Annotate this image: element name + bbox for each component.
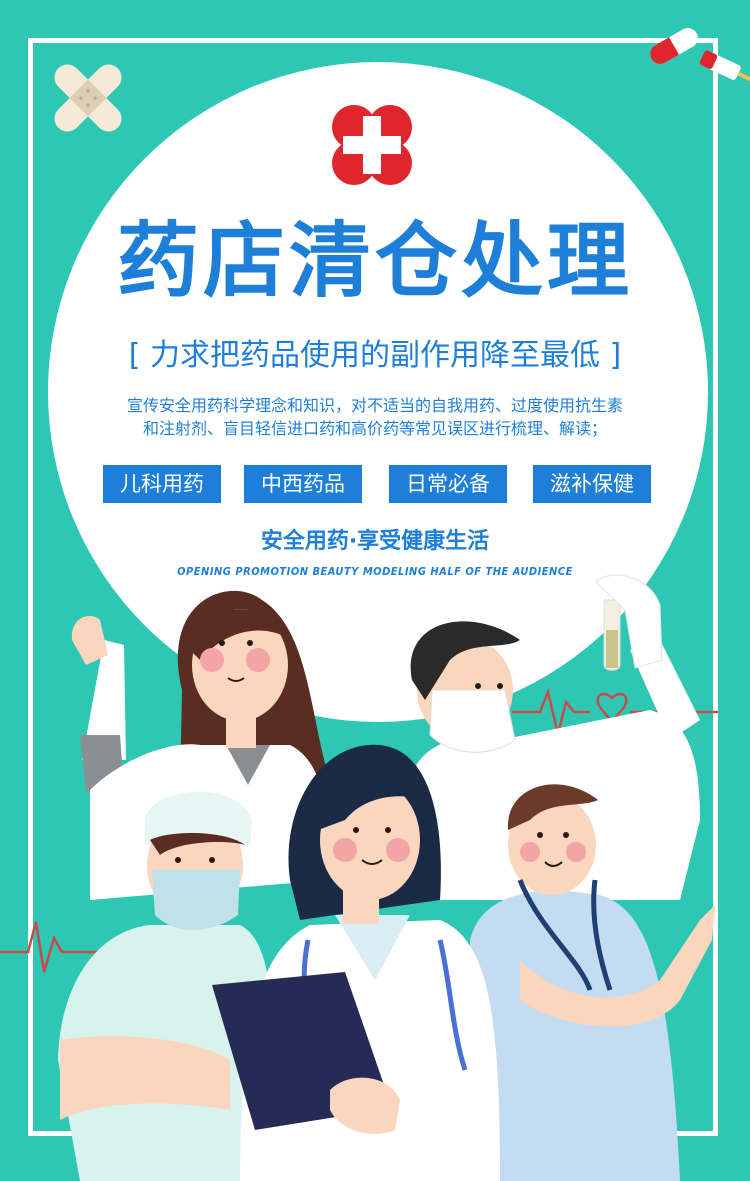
- english-tagline: OPENING PROMOTION BEAUTY MODELING HALF O…: [0, 565, 750, 578]
- pill-icon: [646, 24, 701, 67]
- tag-pediatric: 儿科用药: [103, 465, 221, 503]
- poster-description: 宣传安全用药科学理念和知识，对不适当的自我用药、过度使用抗生素 和注射剂、盲目轻…: [80, 394, 670, 440]
- tag-daily-essential: 日常必备: [389, 465, 507, 503]
- bandage-icon: [29, 39, 148, 158]
- description-line-1: 宣传安全用药科学理念和知识，对不适当的自我用药、过度使用抗生素: [80, 394, 670, 417]
- description-line-2: 和注射剂、盲目轻信进口药和高价药等常见误区进行梳理、解读；: [80, 417, 670, 440]
- tag-nourishing-health: 滋补保健: [533, 465, 651, 503]
- poster-title: 药店清仓处理: [0, 212, 750, 312]
- red-cross-logo: [332, 105, 412, 185]
- poster-subtitle: [ 力求把药品使用的副作用降至最低 ]: [0, 334, 750, 378]
- tag-western-chinese: 中西药品: [244, 465, 362, 503]
- slogan: 安全用药·享受健康生活: [0, 526, 750, 558]
- syringe-icon: [699, 49, 750, 86]
- tag-row: 儿科用药 中西药品 日常必备 滋补保健: [0, 465, 750, 503]
- top-decorations: [0, 0, 750, 200]
